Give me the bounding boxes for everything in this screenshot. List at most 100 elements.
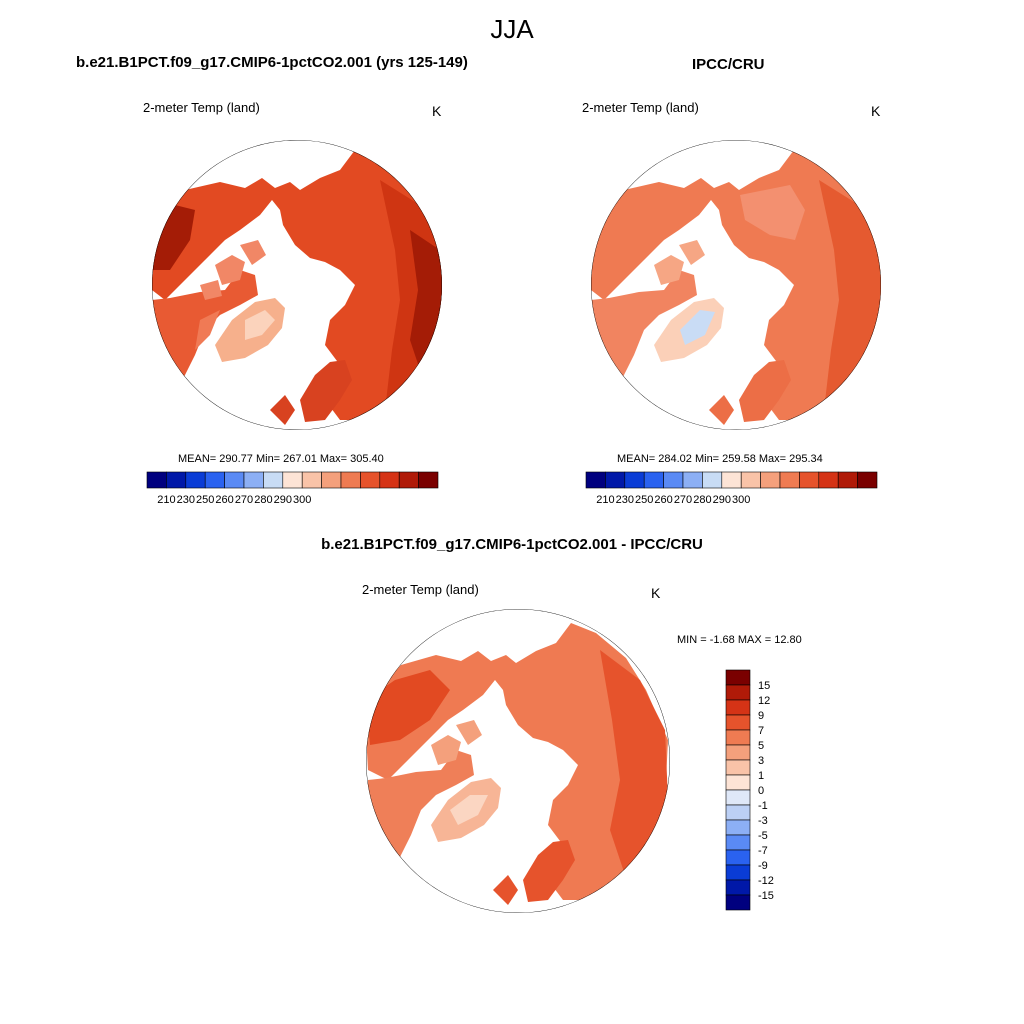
panel2-variable-label: 2-meter Temp (land) <box>582 100 699 115</box>
colorbar-swatch <box>725 669 751 686</box>
colorbar-swatch <box>725 879 751 896</box>
panel3-units-label: K <box>651 585 661 601</box>
colorbar-swatch <box>725 684 751 701</box>
colorbar-tick-label: 15 <box>758 680 770 692</box>
colorbar-swatch <box>340 471 361 489</box>
colorbar-tick-label: 7 <box>758 725 764 737</box>
panel1-stats: MEAN= 290.77 Min= 267.01 Max= 305.40 <box>178 453 384 465</box>
colorbar-swatch <box>702 471 723 489</box>
colorbar-swatch <box>725 714 751 731</box>
colorbar-tick-label: 230 <box>616 494 634 506</box>
colorbar-swatch <box>725 894 751 911</box>
north-america-landmass <box>366 750 474 875</box>
colorbar-swatch <box>725 804 751 821</box>
colorbar-swatch <box>146 471 167 489</box>
colorbar-tick-label: 270 <box>674 494 692 506</box>
panel2-title: IPCC/CRU <box>692 56 765 73</box>
colorbar-tick-label: 3 <box>758 755 764 767</box>
eurasia-landmass <box>591 150 881 420</box>
colorbar-tick-label: 260 <box>215 494 233 506</box>
colorbar-swatch <box>204 471 225 489</box>
colorbar-swatch <box>725 849 751 866</box>
colorbar-tick-label: 270 <box>235 494 253 506</box>
colorbar-swatch <box>799 471 820 489</box>
colorbar-swatch <box>379 471 400 489</box>
colorbar-swatch <box>682 471 703 489</box>
panel3-stats: MIN = -1.68 MAX = 12.80 <box>677 634 802 646</box>
colorbar-tick-label: 300 <box>293 494 311 506</box>
colorbar-swatch <box>725 834 751 851</box>
colorbar-tick-label: -9 <box>758 860 768 872</box>
colorbar-tick-label: 280 <box>693 494 711 506</box>
panel3-title: b.e21.B1PCT.f09_g17.CMIP6-1pctCO2.001 - … <box>321 536 703 553</box>
colorbar-tick-label: 230 <box>177 494 195 506</box>
colorbar-swatch <box>818 471 839 489</box>
colorbar-swatch <box>643 471 664 489</box>
colorbar-tick-label: 260 <box>654 494 672 506</box>
colorbar-swatch <box>857 471 878 489</box>
colorbar-swatch <box>725 789 751 806</box>
panel1-variable-label: 2-meter Temp (land) <box>143 100 260 115</box>
colorbar-swatch <box>224 471 245 489</box>
colorbar-panel-2: 210 230 250 260 270 280 290 300 <box>585 471 878 506</box>
colorbar-panel-3: 15 12 9 7 5 3 1 0 -1 -3 -5 -7 -9 -12 -15 <box>725 669 774 911</box>
map-panel-3 <box>366 609 670 913</box>
colorbar-swatch <box>721 471 742 489</box>
colorbar-tick-label: 210 <box>596 494 614 506</box>
colorbar-tick-label: 12 <box>758 695 770 707</box>
colorbar-swatch <box>418 471 439 489</box>
panel3-variable-label: 2-meter Temp (land) <box>362 582 479 597</box>
colorbar-swatch <box>725 729 751 746</box>
figure-title: JJA <box>490 14 534 44</box>
colorbar-tick-label: 300 <box>732 494 750 506</box>
colorbar-swatch <box>725 759 751 776</box>
colorbar-swatch <box>740 471 761 489</box>
eurasia-landmass <box>152 150 442 420</box>
panel1-units-label: K <box>432 103 442 119</box>
colorbar-tick-label: -1 <box>758 800 768 812</box>
colorbar-tick-label: 1 <box>758 770 764 782</box>
colorbar-swatch <box>263 471 284 489</box>
colorbar-swatch <box>321 471 342 489</box>
colorbar-swatch <box>360 471 381 489</box>
colorbar-tick-label: 250 <box>196 494 214 506</box>
colorbar-tick-label: 290 <box>713 494 731 506</box>
colorbar-swatch <box>725 819 751 836</box>
panel1-title: b.e21.B1PCT.f09_g17.CMIP6-1pctCO2.001 (y… <box>76 54 468 71</box>
colorbar-swatch <box>725 699 751 716</box>
colorbar-tick-label: -15 <box>758 890 774 902</box>
colorbar-tick-label: 290 <box>274 494 292 506</box>
colorbar-swatch <box>779 471 800 489</box>
colorbar-swatch <box>398 471 419 489</box>
colorbar-swatch <box>185 471 206 489</box>
colorbar-swatch <box>585 471 606 489</box>
colorbar-tick-label: 250 <box>635 494 653 506</box>
colorbar-tick-label: 5 <box>758 740 764 752</box>
map-panel-2 <box>591 140 881 430</box>
colorbar-swatch <box>725 774 751 791</box>
colorbar-swatch <box>760 471 781 489</box>
colorbar-tick-label: 9 <box>758 710 764 722</box>
map-panel-1 <box>152 140 442 430</box>
north-america-landmass <box>591 270 697 395</box>
colorbar-swatch <box>605 471 626 489</box>
colorbar-swatch <box>725 744 751 761</box>
colorbar-swatch <box>243 471 264 489</box>
colorbar-swatch <box>663 471 684 489</box>
colorbar-tick-label: 210 <box>157 494 175 506</box>
panel2-stats: MEAN= 284.02 Min= 259.58 Max= 295.34 <box>617 453 823 465</box>
colorbar-swatch <box>166 471 187 489</box>
colorbar-tick-label: -5 <box>758 830 768 842</box>
colorbar-swatch <box>624 471 645 489</box>
colorbar-panel-1: 210 230 250 260 270 280 290 300 <box>146 471 439 506</box>
colorbar-tick-label: -3 <box>758 815 768 827</box>
colorbar-swatch <box>837 471 858 489</box>
panel2-units-label: K <box>871 103 881 119</box>
colorbar-swatch <box>725 864 751 881</box>
colorbar-tick-label: 280 <box>254 494 272 506</box>
colorbar-swatch <box>282 471 303 489</box>
colorbar-tick-label: -12 <box>758 875 774 887</box>
colorbar-tick-label: 0 <box>758 785 764 797</box>
colorbar-swatch <box>301 471 322 489</box>
